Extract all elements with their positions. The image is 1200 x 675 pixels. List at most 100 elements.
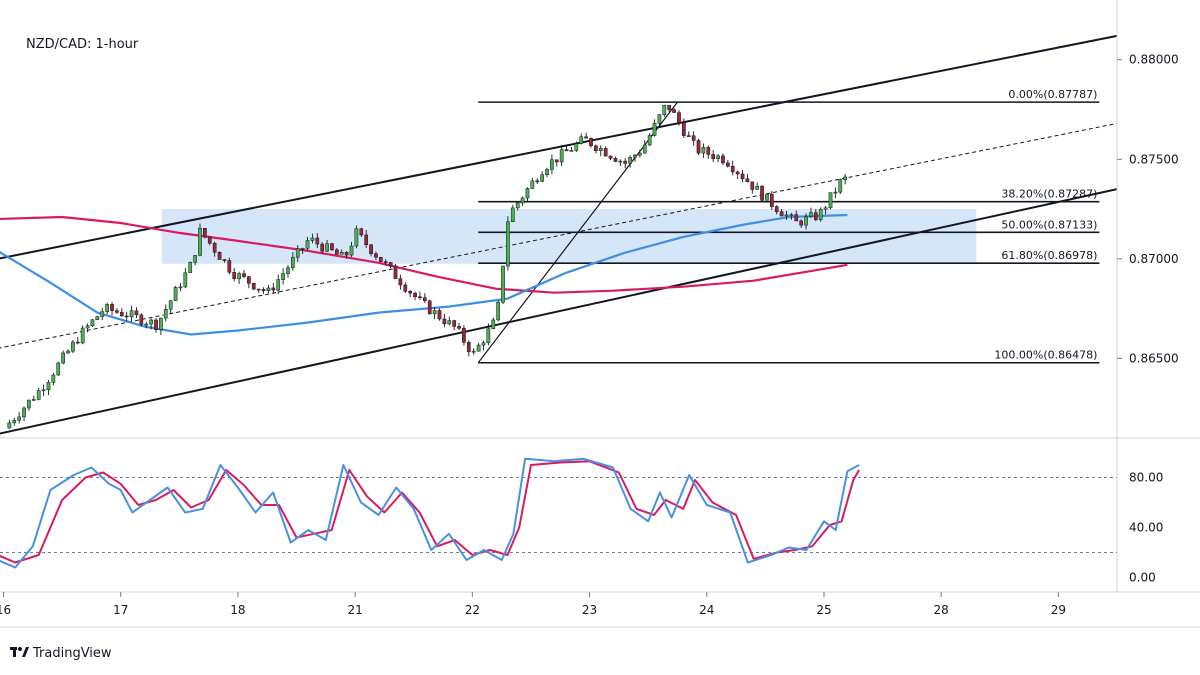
- candle: [369, 243, 373, 257]
- candle: [447, 316, 452, 326]
- candle: [466, 340, 471, 357]
- candle: [515, 202, 520, 211]
- candle: [608, 155, 613, 161]
- candle: [256, 288, 261, 293]
- candle: [589, 137, 593, 148]
- candle: [173, 285, 178, 301]
- candle: [320, 242, 325, 254]
- candle: [813, 208, 818, 222]
- candle: [789, 212, 794, 220]
- candle: [418, 291, 422, 300]
- candle: [105, 302, 109, 315]
- candle: [711, 149, 716, 162]
- candle: [564, 144, 569, 152]
- candle: [721, 153, 725, 166]
- time-tick-label: 29: [1051, 603, 1066, 617]
- candle: [598, 145, 603, 157]
- chart-title: NZD/CAD: 1-hour: [26, 37, 139, 52]
- candle: [378, 256, 383, 263]
- candle: [295, 245, 300, 262]
- candle: [251, 282, 256, 291]
- candle: [740, 169, 745, 183]
- candle: [300, 247, 305, 255]
- time-tick-label: 23: [582, 603, 597, 617]
- candle: [203, 227, 207, 239]
- candle: [408, 290, 413, 298]
- price-tick-label: 0.87500: [1129, 152, 1179, 166]
- candle: [647, 133, 652, 147]
- candle: [232, 268, 237, 282]
- moving-averages: [0, 213, 848, 336]
- candle: [833, 187, 838, 199]
- candle: [823, 206, 828, 215]
- candle: [628, 155, 632, 168]
- candle: [828, 192, 833, 210]
- candle: [701, 143, 706, 158]
- candle: [769, 190, 774, 210]
- candle: [457, 322, 461, 331]
- candle: [633, 153, 637, 162]
- candle: [843, 173, 848, 185]
- candle: [818, 207, 823, 222]
- candle: [686, 131, 691, 137]
- fib-level-label: 38.20%(0.87287): [1001, 188, 1097, 201]
- candle: [432, 307, 437, 320]
- candle: [794, 210, 799, 222]
- time-tick-label: 24: [699, 603, 714, 617]
- candle: [584, 132, 588, 139]
- candle: [623, 158, 628, 169]
- fib-level-label: 61.80%(0.86978): [1001, 249, 1097, 262]
- candle: [691, 131, 696, 146]
- candle: [706, 145, 711, 159]
- candle: [398, 274, 403, 290]
- candle: [755, 182, 760, 190]
- candle: [207, 236, 212, 246]
- candle: [334, 248, 339, 255]
- candle: [364, 229, 369, 248]
- candle: [66, 349, 70, 354]
- candle: [603, 146, 608, 157]
- fibonacci-retracement: 0.00%(0.87787) 38.20%(0.87287) 50.00%(0.87…: [477, 88, 1100, 364]
- candle: [22, 406, 26, 422]
- candle: [481, 340, 486, 351]
- candle: [638, 149, 642, 158]
- candle: [286, 264, 290, 278]
- time-tick-label: 25: [816, 603, 831, 617]
- candle: [510, 204, 515, 223]
- candle: [374, 251, 378, 261]
- candle: [144, 321, 149, 329]
- candle: [56, 361, 61, 376]
- candle: [110, 301, 114, 316]
- candle: [61, 350, 65, 365]
- candle: [227, 257, 232, 275]
- candle: [359, 227, 364, 237]
- candle: [330, 242, 334, 251]
- candle: [496, 300, 500, 322]
- candle: [422, 293, 427, 304]
- channel-lower-line: [0, 188, 1118, 435]
- candle: [183, 267, 188, 289]
- candle: [188, 261, 193, 274]
- candle: [7, 419, 12, 429]
- candle: [642, 140, 647, 154]
- candle: [36, 387, 41, 401]
- price-tick-label: 0.86500: [1129, 351, 1179, 365]
- tradingview-logo-text: TradingView: [32, 646, 112, 661]
- candle: [315, 233, 320, 249]
- time-tick-label: 18: [230, 603, 245, 617]
- fib-level-label: 50.00%(0.87133): [1001, 218, 1097, 231]
- candle: [682, 118, 686, 139]
- candle: [119, 308, 124, 317]
- candle: [51, 372, 56, 386]
- candle: [657, 114, 662, 126]
- candle: [159, 317, 163, 336]
- candle: [212, 241, 217, 257]
- zone-rect: [161, 209, 977, 264]
- candle: [349, 241, 354, 257]
- time-tick-label: 28: [934, 603, 949, 617]
- candle: [168, 299, 173, 314]
- stoch-d-line: [0, 460, 860, 564]
- candle: [271, 282, 276, 294]
- candle: [765, 193, 769, 201]
- candle: [95, 316, 100, 321]
